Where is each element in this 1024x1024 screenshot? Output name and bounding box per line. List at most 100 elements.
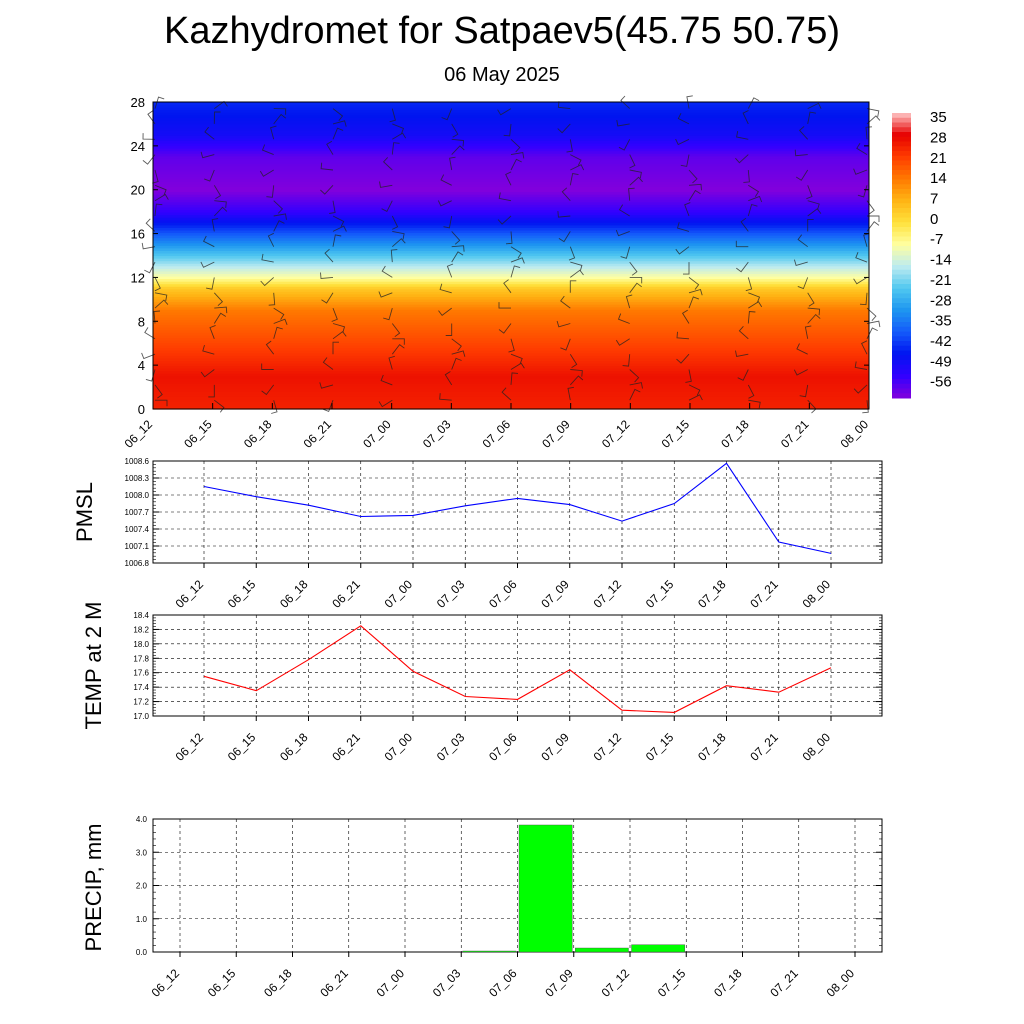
wind-barb xyxy=(154,299,169,309)
heatmap-band xyxy=(153,112,869,116)
precip-x-tick-label: 07_12 xyxy=(599,966,633,1000)
wind-barb xyxy=(260,277,275,287)
wind-barb xyxy=(735,240,749,248)
pmsl-y-tick-label: 1007.4 xyxy=(125,525,150,534)
wind-barb xyxy=(497,108,512,116)
wind-barb xyxy=(807,292,815,307)
heatmap-band xyxy=(153,178,869,182)
colorbar-segment xyxy=(892,345,911,351)
wind-barb xyxy=(685,369,692,383)
wind-barb xyxy=(675,246,690,255)
wind-barb xyxy=(676,331,690,340)
wind-barb xyxy=(322,357,334,370)
temp-y-tick-label: 18.4 xyxy=(133,611,149,620)
colorbar-segment xyxy=(892,341,911,347)
colorbar-segment xyxy=(892,227,911,233)
heatmap-band xyxy=(153,163,869,167)
wind-barb xyxy=(378,291,393,298)
wind-barb xyxy=(628,187,635,201)
wind-barb xyxy=(510,246,522,259)
colorbar-label: -14 xyxy=(930,252,952,269)
pmsl-y-tick-label: 1008.3 xyxy=(125,474,150,483)
temperature-heatmap xyxy=(153,102,869,410)
precip-x-tick-label: 06_12 xyxy=(149,966,183,1000)
heatmap-band xyxy=(153,201,869,205)
temp-x-tick-label: 08_00 xyxy=(800,730,834,764)
wind-barb xyxy=(451,338,462,352)
colorbar-segment xyxy=(892,269,911,275)
heatmap-band xyxy=(153,196,869,200)
precip-x-tick-label: 06_18 xyxy=(261,966,295,1000)
wind-barb xyxy=(382,157,393,171)
precip-x-tick-label: 07_18 xyxy=(711,966,745,1000)
wind-barb xyxy=(557,123,571,134)
wind-barb xyxy=(688,183,702,191)
wind-barb xyxy=(380,374,393,386)
temp-y-tick-label: 17.4 xyxy=(133,683,149,692)
heatmap-band xyxy=(153,360,869,364)
heatmap-band xyxy=(153,237,869,241)
wind-barb xyxy=(445,323,453,336)
heatmap-band xyxy=(153,153,869,157)
wind-barb xyxy=(273,307,285,320)
wind-barb xyxy=(261,144,274,156)
heatmap-band xyxy=(153,258,869,262)
wind-barb xyxy=(439,393,452,401)
temp-x-tick-label: 07_18 xyxy=(695,730,729,764)
wind-barb xyxy=(391,215,399,230)
heatmap-x-tick-label: 06_15 xyxy=(181,417,215,451)
wind-barb xyxy=(629,382,643,389)
wind-barb xyxy=(794,149,808,157)
wind-barb xyxy=(451,245,465,252)
wind-barb xyxy=(498,323,512,334)
wind-barb xyxy=(271,400,278,414)
wind-barb xyxy=(629,261,638,276)
wind-barb xyxy=(332,108,344,121)
wind-barb xyxy=(320,162,334,171)
wind-barb xyxy=(331,307,338,322)
wind-barb xyxy=(557,211,571,218)
precip-x-tick-label: 07_00 xyxy=(374,966,408,1000)
colorbar-segment xyxy=(892,326,911,332)
colorbar-segment xyxy=(892,212,911,218)
heatmap-x-tick-label: 06_21 xyxy=(301,417,335,451)
wind-barb xyxy=(629,169,642,179)
wind-barb xyxy=(505,171,512,186)
wind-barb xyxy=(510,353,523,365)
wind-barb xyxy=(204,126,215,140)
pmsl-x-tick-label: 07_12 xyxy=(591,577,625,611)
wind-barb xyxy=(155,399,168,407)
heatmap-band xyxy=(153,171,869,175)
heatmap-y-tick-label: 28 xyxy=(131,95,145,110)
wind-barb xyxy=(505,231,513,245)
heatmap-band xyxy=(153,314,869,318)
heatmap-band xyxy=(153,273,869,277)
wind-barb xyxy=(510,138,521,153)
colorbar-label: 0 xyxy=(930,211,938,228)
temp-y-tick-label: 17.0 xyxy=(133,712,149,721)
colorbar-label: -7 xyxy=(930,231,943,248)
heatmap-band xyxy=(153,391,869,395)
wind-barb xyxy=(676,353,690,364)
pmsl-x-tick-label: 07_09 xyxy=(538,577,572,611)
wind-barb xyxy=(438,307,452,317)
pmsl-x-tick-label: 07_00 xyxy=(382,577,416,611)
wind-barb xyxy=(616,120,630,127)
colorbar-segment xyxy=(892,307,911,313)
heatmap-band xyxy=(153,355,869,359)
wind-barb xyxy=(681,309,690,324)
wind-barb xyxy=(451,138,465,147)
wind-barb xyxy=(793,369,808,376)
wind-barb xyxy=(145,369,156,382)
wind-barb xyxy=(510,372,519,385)
heatmap-y-tick-label: 16 xyxy=(131,227,145,242)
colorbar-segment xyxy=(892,336,911,342)
wind-barb xyxy=(796,343,808,355)
wind-barb xyxy=(332,323,346,333)
heatmap-band xyxy=(153,135,869,139)
wind-barb xyxy=(391,323,401,338)
wind-barb xyxy=(622,354,631,367)
colorbar-segment xyxy=(892,274,911,280)
colorbar-segment xyxy=(892,369,911,375)
heatmap-x-tick-label: 07_09 xyxy=(539,417,573,451)
